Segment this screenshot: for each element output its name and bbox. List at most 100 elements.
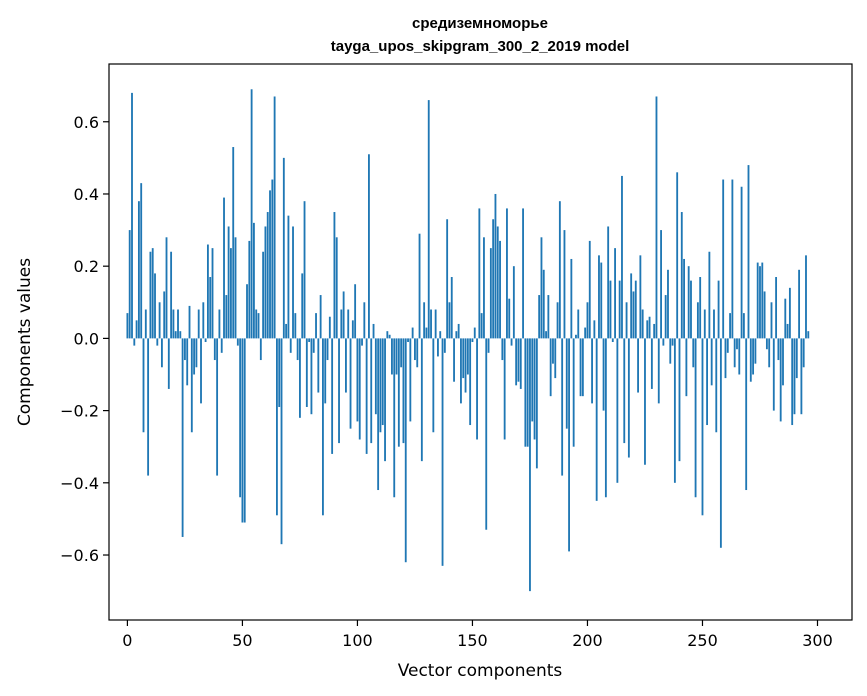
- bar-118: [397, 338, 400, 447]
- bar-57: [257, 313, 260, 339]
- bar-30: [195, 338, 198, 368]
- bar-45: [230, 248, 232, 339]
- bar-258: [719, 338, 722, 548]
- bar-209: [607, 226, 610, 339]
- bar-75: [299, 338, 301, 418]
- bar-102: [361, 338, 363, 346]
- bar-138: [443, 338, 446, 353]
- bar-88: [328, 316, 331, 339]
- bar-228: [650, 338, 653, 389]
- bar-122: [407, 338, 409, 342]
- bar-97: [349, 338, 352, 429]
- bar-58: [259, 338, 262, 361]
- bar-174: [526, 338, 529, 447]
- bar-111: [381, 338, 384, 426]
- bar-93: [340, 309, 343, 339]
- x-tick-label-250: 250: [687, 631, 718, 650]
- bar-145: [460, 338, 462, 404]
- bar-205: [598, 255, 600, 339]
- bar-83: [317, 338, 320, 393]
- bar-245: [690, 280, 692, 339]
- bar-144: [457, 323, 460, 339]
- bar-12: [154, 273, 156, 339]
- bar-40: [218, 309, 221, 339]
- bar-52: [246, 284, 248, 339]
- bar-54: [250, 89, 253, 339]
- bar-249: [699, 277, 702, 339]
- bar-131: [427, 100, 430, 339]
- bar-105: [368, 154, 370, 339]
- bar-229: [653, 323, 656, 339]
- bar-285: [782, 338, 784, 386]
- bar-33: [202, 302, 205, 339]
- bar-109: [377, 338, 380, 491]
- bar-16: [163, 291, 166, 339]
- bar-223: [639, 255, 642, 339]
- bar-87: [326, 338, 329, 361]
- bar-293: [800, 338, 803, 415]
- bar-65: [276, 338, 278, 516]
- bar-176: [531, 338, 534, 422]
- bar-219: [630, 273, 633, 339]
- bar-42: [223, 197, 225, 339]
- bar-114: [388, 334, 391, 339]
- bar-204: [595, 338, 598, 501]
- x-tick-label-50: 50: [232, 631, 252, 650]
- bar-139: [446, 219, 449, 339]
- bar-180: [540, 237, 543, 339]
- bar-224: [641, 309, 644, 339]
- bar-70: [287, 215, 290, 339]
- bar-119: [400, 338, 403, 368]
- bar-140: [448, 302, 451, 339]
- bar-230: [655, 96, 658, 339]
- bar-148: [466, 338, 469, 375]
- bar-79: [308, 338, 311, 342]
- bar-159: [492, 219, 495, 339]
- bar-235: [667, 269, 669, 339]
- bar-94: [342, 291, 345, 339]
- bar-64: [273, 96, 276, 339]
- bar-161: [496, 226, 499, 339]
- bar-66: [278, 338, 281, 407]
- bar-217: [625, 302, 628, 339]
- bar-290: [793, 338, 796, 415]
- bar-213: [616, 338, 619, 483]
- bar-200: [586, 302, 589, 339]
- bar-15: [160, 338, 163, 368]
- bar-146: [462, 338, 465, 379]
- bar-242: [683, 258, 685, 339]
- bar-110: [379, 338, 382, 433]
- bar-248: [696, 302, 699, 339]
- bar-206: [600, 262, 603, 339]
- bar-226: [646, 320, 649, 339]
- bar-168: [512, 266, 515, 339]
- bar-21: [174, 331, 177, 339]
- bar-283: [777, 338, 780, 361]
- bar-11: [151, 248, 154, 339]
- bar-43: [225, 295, 228, 339]
- bar-173: [524, 338, 527, 447]
- bar-48: [236, 338, 239, 346]
- bar-292: [798, 269, 801, 339]
- bar-106: [370, 338, 373, 444]
- bar-183: [547, 295, 550, 339]
- bar-280: [770, 302, 773, 339]
- bar-192: [568, 338, 570, 552]
- x-tick-label-200: 200: [572, 631, 603, 650]
- bar-284: [779, 338, 782, 422]
- bar-128: [420, 338, 423, 462]
- bar-82: [315, 313, 317, 339]
- bar-41: [220, 338, 223, 353]
- bar-154: [480, 313, 483, 339]
- bar-103: [363, 302, 366, 339]
- bar-17: [165, 237, 168, 339]
- x-tick-label-100: 100: [342, 631, 373, 650]
- bar-160: [494, 193, 497, 339]
- bar-121: [404, 338, 407, 563]
- bar-13: [156, 338, 159, 346]
- bar-85: [322, 338, 324, 516]
- bar-194: [572, 338, 575, 447]
- bar-68: [282, 157, 285, 339]
- bar-278: [765, 338, 768, 350]
- bar-171: [519, 338, 522, 389]
